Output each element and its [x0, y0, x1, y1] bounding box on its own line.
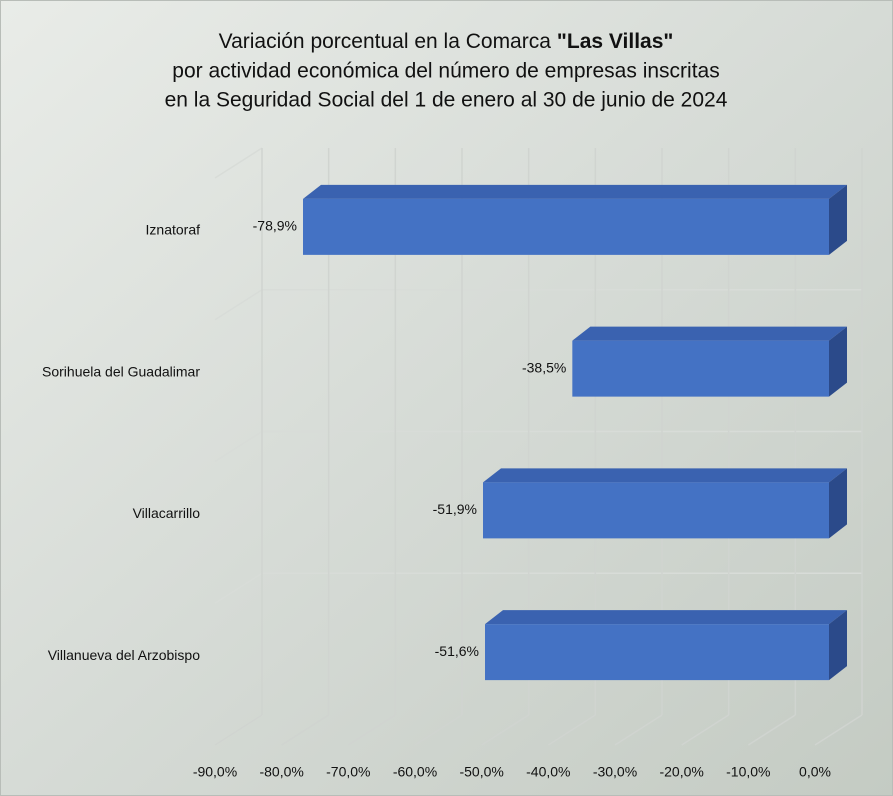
x-tick-label: -30,0% [593, 764, 637, 780]
bar-top [303, 184, 847, 199]
data-label: -78,9% [253, 218, 297, 234]
floor-line [814, 714, 863, 746]
floor-line [281, 714, 330, 746]
y-tick-label: Sorihuela del Guadalimar [42, 363, 200, 379]
x-tick-label: -50,0% [459, 764, 503, 780]
data-label: -51,6% [435, 643, 479, 659]
y-tick-label: Villacarrillo [133, 505, 201, 521]
side-wall-line [214, 430, 263, 463]
bar [572, 340, 829, 397]
x-tick-label: -90,0% [193, 764, 237, 780]
bar-side [829, 468, 847, 539]
floor-line [614, 714, 663, 746]
side-wall-line [214, 572, 263, 604]
floor-line [414, 714, 463, 746]
x-tick-label: -10,0% [726, 764, 770, 780]
floor-line [214, 714, 263, 746]
floor-line [747, 714, 796, 746]
bar [485, 624, 829, 681]
floor-line [547, 714, 596, 746]
bar-side [829, 610, 847, 681]
chart-subtitle: en la Seguridad Social del 1 de enero al… [165, 89, 728, 112]
bar-top [485, 610, 847, 625]
x-tick-label: -70,0% [326, 764, 370, 780]
bar [303, 198, 829, 255]
bar-side [829, 184, 847, 255]
bar-side [829, 326, 847, 397]
chart-title: Variación porcentual en la Comarca "Las V… [219, 30, 674, 53]
y-tick-label: Villanueva del Arzobispo [48, 647, 201, 663]
x-tick-label: -80,0% [259, 764, 303, 780]
chart-subtitle: por actividad económica del número de em… [172, 60, 719, 83]
y-tick-label: Iznatoraf [146, 222, 201, 238]
x-tick-label: -60,0% [393, 764, 437, 780]
bar-top [483, 468, 847, 483]
x-tick-label: 0,0% [799, 764, 831, 780]
title-line: Variación porcentual en la Comarca [219, 30, 552, 53]
x-tick-label: -40,0% [526, 764, 570, 780]
bar-top [572, 326, 847, 341]
data-label: -51,9% [433, 501, 477, 517]
x-tick-label: -20,0% [659, 764, 703, 780]
data-label: -38,5% [522, 359, 566, 375]
floor-line [481, 714, 530, 746]
bar [483, 482, 829, 539]
floor-line [681, 714, 730, 746]
title-bold: "Las Villas" [557, 30, 673, 53]
side-wall-line [214, 147, 263, 179]
side-wall-line [214, 289, 263, 321]
floor-line [347, 714, 396, 746]
